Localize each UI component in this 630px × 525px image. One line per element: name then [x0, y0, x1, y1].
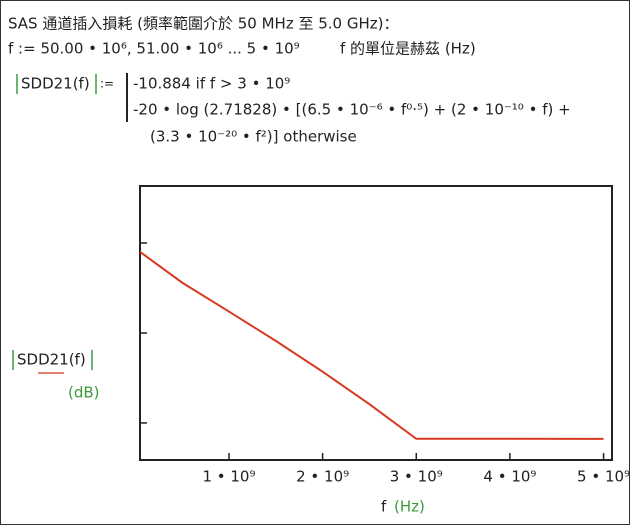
x-tick-label: 5 • 10⁹: [577, 468, 630, 486]
x-tick-label: 2 • 10⁹: [296, 468, 349, 486]
x-tick-label: 4 • 10⁹: [483, 468, 536, 486]
def-assign: :=: [100, 77, 114, 91]
def-case1: -10.884 if f > 3 • 10⁹: [133, 75, 290, 93]
x-tick-label: 3 • 10⁹: [390, 468, 443, 486]
y-unit: (dB): [68, 384, 100, 402]
def-case2: -20 • log (2.71828) • [(6.5 • 10⁻⁶ • f⁰·…: [133, 101, 571, 119]
y-label: SDD21(f): [17, 351, 86, 369]
def-case2-cont: (3.3 • 10⁻²⁰ • f²)] otherwise: [150, 128, 357, 146]
x-label: f: [381, 498, 387, 516]
x-unit: (Hz): [394, 498, 425, 516]
unit-note: f 的單位是赫茲 (Hz): [340, 40, 476, 58]
range-def: f := 50.00 • 10⁶, 51.00 • 10⁶ ... 5 • 10…: [8, 40, 300, 58]
def-name: SDD21(f): [21, 75, 90, 93]
x-tick-label: 1 • 10⁹: [202, 468, 255, 486]
data-line: [139, 251, 604, 440]
heading: SAS 通道插入損耗 (頻率範圍介於 50 MHz 至 5.0 GHz)：: [8, 15, 398, 33]
plot-frame: [139, 185, 613, 461]
